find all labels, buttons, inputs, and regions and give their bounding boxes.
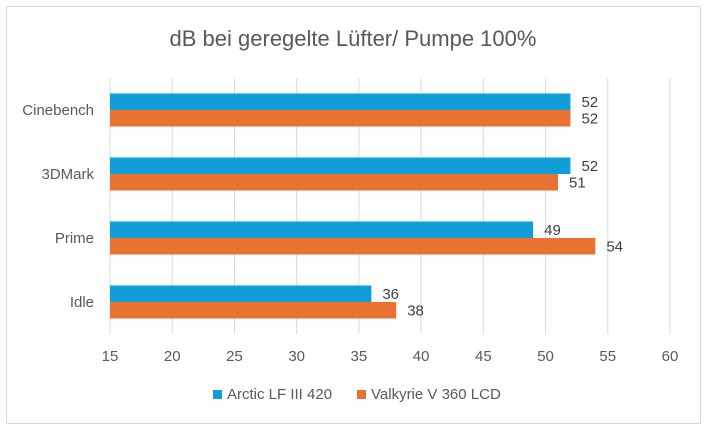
y-category-label: Prime xyxy=(55,230,94,247)
data-label: 54 xyxy=(606,239,623,256)
legend-swatch xyxy=(357,390,366,399)
y-category-label: 3DMark xyxy=(41,166,94,183)
y-category-label: Idle xyxy=(70,294,94,311)
bar-arctic xyxy=(110,157,571,174)
legend-swatch xyxy=(213,390,222,399)
bar-arctic xyxy=(110,221,534,238)
bar-valkyrie xyxy=(110,110,571,127)
data-label: 38 xyxy=(407,303,424,320)
data-label: 51 xyxy=(569,175,586,192)
data-label: 52 xyxy=(581,111,598,128)
data-label: 36 xyxy=(382,286,399,303)
y-category-label: Cinebench xyxy=(22,102,94,119)
bar-valkyrie xyxy=(110,302,397,319)
chart-border xyxy=(6,6,701,424)
bar-valkyrie xyxy=(110,174,558,191)
x-tick-label: 30 xyxy=(288,348,305,365)
x-tick-label: 45 xyxy=(475,348,492,365)
x-tick-label: 55 xyxy=(599,348,616,365)
bar-arctic xyxy=(110,285,372,302)
data-label: 52 xyxy=(581,158,598,175)
x-tick-label: 50 xyxy=(537,348,554,365)
x-tick-label: 40 xyxy=(413,348,430,365)
x-tick-label: 20 xyxy=(164,348,181,365)
legend-label: Arctic LF III 420 xyxy=(227,386,332,403)
x-tick-label: 25 xyxy=(226,348,243,365)
legend-label: Valkyrie V 360 LCD xyxy=(371,386,501,403)
x-tick-label: 60 xyxy=(662,348,679,365)
bar-valkyrie xyxy=(110,238,596,255)
data-label: 49 xyxy=(544,222,561,239)
x-tick-label: 15 xyxy=(102,348,119,365)
chart-title: dB bei geregelte Lüfter/ Pumpe 100% xyxy=(170,26,537,51)
bar-arctic xyxy=(110,93,571,110)
data-label: 52 xyxy=(581,94,598,111)
x-tick-label: 35 xyxy=(351,348,368,365)
